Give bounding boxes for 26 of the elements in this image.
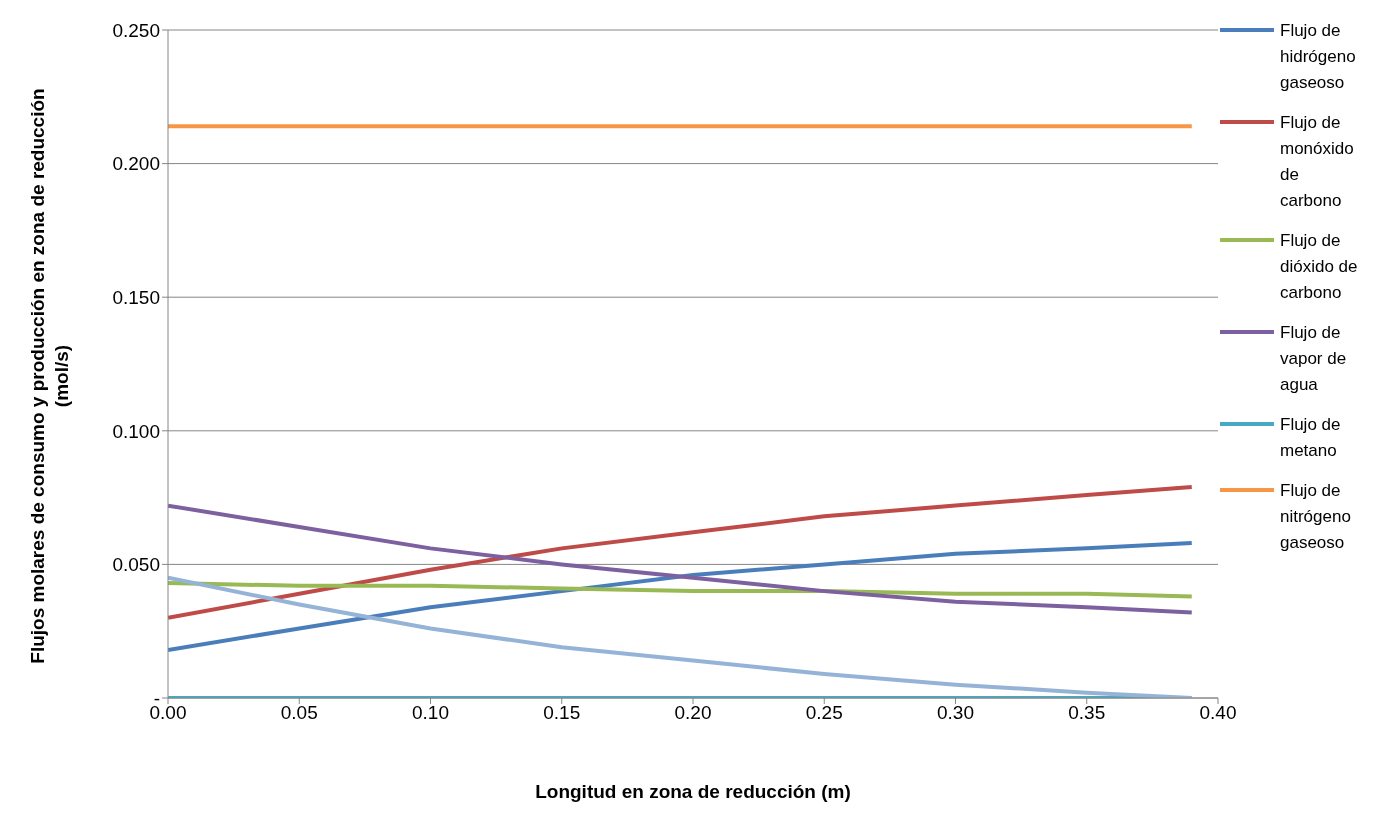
legend-label: Flujo de metano <box>1280 414 1342 462</box>
x-tick-label: 0.30 <box>937 702 974 724</box>
x-tick-label: 0.10 <box>412 702 449 724</box>
y-tick-label: 0.200 <box>112 153 160 175</box>
x-tick-label: 0.40 <box>1199 702 1237 724</box>
legend-label: Flujo de monóxido de carbono <box>1280 112 1355 212</box>
x-axis-title: Longitud en zona de reducción (m) <box>535 781 851 802</box>
line-series <box>168 581 1194 599</box>
y-tick-label: 0.050 <box>112 554 160 576</box>
x-tick-label: 0.20 <box>674 702 712 724</box>
x-tick-label: 0.05 <box>280 702 318 724</box>
x-tick-label: 0.25 <box>805 702 843 724</box>
line-series <box>168 541 1194 652</box>
x-tick-label: 0.15 <box>543 702 581 724</box>
line-series <box>168 575 1194 698</box>
line-series <box>168 503 1194 615</box>
legend-label: Flujo de hidrógeno gaseoso <box>1280 20 1357 94</box>
y-tick-label: 0.100 <box>112 420 160 442</box>
legend-label: Flujo de vapor de agua <box>1280 322 1348 396</box>
y-tick-label: 0.150 <box>112 286 160 308</box>
y-axis-title: Flujos molares de consumo y producción en zona de reducción (mol/s) <box>26 87 73 666</box>
legend-label: Flujo de dióxido de carbono <box>1280 230 1359 304</box>
legend-label: Flujo de nitrógeno gaseoso <box>1280 480 1352 554</box>
x-tick-label: 0.35 <box>1068 702 1106 724</box>
y-tick-label: 0.250 <box>112 19 160 41</box>
line-series <box>168 484 1194 620</box>
